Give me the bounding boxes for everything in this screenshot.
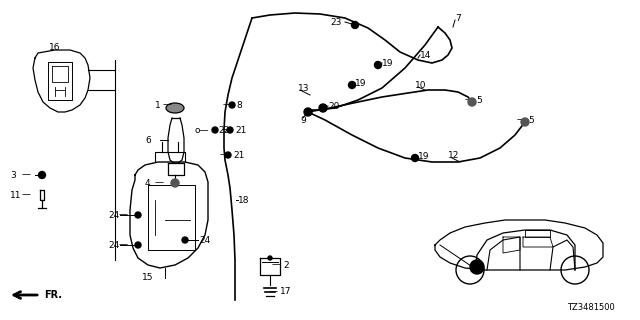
Text: —: — bbox=[163, 100, 172, 109]
Text: —: — bbox=[22, 171, 31, 180]
Text: 11: 11 bbox=[10, 190, 22, 199]
Circle shape bbox=[351, 21, 358, 28]
Circle shape bbox=[212, 127, 218, 133]
Text: 19: 19 bbox=[355, 78, 367, 87]
Text: 22: 22 bbox=[218, 125, 229, 134]
Text: 9: 9 bbox=[300, 116, 306, 124]
Text: 24: 24 bbox=[108, 211, 119, 220]
Text: —: — bbox=[272, 260, 281, 269]
Text: 8: 8 bbox=[236, 100, 242, 109]
Text: o—: o— bbox=[195, 125, 209, 134]
Text: —: — bbox=[517, 116, 526, 124]
Text: 16: 16 bbox=[49, 43, 61, 52]
Circle shape bbox=[470, 260, 484, 274]
Circle shape bbox=[38, 172, 45, 179]
Text: 18: 18 bbox=[238, 196, 250, 204]
Circle shape bbox=[304, 108, 312, 116]
Text: —: — bbox=[223, 100, 232, 109]
Text: 20: 20 bbox=[328, 101, 339, 110]
Text: 1: 1 bbox=[155, 100, 161, 109]
Circle shape bbox=[225, 152, 231, 158]
Text: —: — bbox=[465, 95, 474, 105]
Circle shape bbox=[135, 242, 141, 248]
Text: 4: 4 bbox=[145, 179, 150, 188]
Text: 10: 10 bbox=[415, 81, 426, 90]
Circle shape bbox=[229, 102, 235, 108]
Text: TZ3481500: TZ3481500 bbox=[567, 303, 615, 312]
Text: —: — bbox=[269, 287, 278, 297]
Circle shape bbox=[374, 61, 381, 68]
Circle shape bbox=[182, 237, 188, 243]
Text: 23: 23 bbox=[331, 18, 342, 27]
Text: —: — bbox=[155, 179, 164, 188]
Text: 6: 6 bbox=[145, 135, 151, 145]
Circle shape bbox=[521, 118, 529, 126]
Text: 15: 15 bbox=[142, 274, 154, 283]
Circle shape bbox=[171, 179, 179, 187]
Text: 13: 13 bbox=[298, 84, 310, 92]
Text: 5: 5 bbox=[528, 116, 534, 124]
Text: —: — bbox=[222, 125, 231, 134]
Text: 24: 24 bbox=[199, 236, 211, 244]
Text: —: — bbox=[119, 241, 128, 250]
Circle shape bbox=[268, 256, 272, 260]
Circle shape bbox=[349, 82, 355, 89]
Text: 2: 2 bbox=[283, 260, 289, 269]
Text: —: — bbox=[220, 150, 229, 159]
Text: 12: 12 bbox=[448, 150, 460, 159]
Text: 5: 5 bbox=[476, 95, 482, 105]
Text: 3: 3 bbox=[10, 171, 16, 180]
Circle shape bbox=[135, 212, 141, 218]
Text: 19: 19 bbox=[382, 59, 394, 68]
Text: —: — bbox=[119, 211, 128, 220]
Text: FR.: FR. bbox=[44, 290, 62, 300]
Text: 24: 24 bbox=[108, 241, 119, 250]
Text: 21: 21 bbox=[233, 150, 244, 159]
Text: 14: 14 bbox=[420, 51, 431, 60]
Text: 21: 21 bbox=[235, 125, 246, 134]
Text: 19: 19 bbox=[418, 151, 429, 161]
Text: 17: 17 bbox=[280, 287, 291, 297]
Circle shape bbox=[412, 155, 419, 162]
Ellipse shape bbox=[166, 103, 184, 113]
Text: —: — bbox=[22, 190, 31, 199]
Circle shape bbox=[319, 104, 327, 112]
Circle shape bbox=[227, 127, 233, 133]
Circle shape bbox=[468, 98, 476, 106]
Text: 7: 7 bbox=[455, 13, 461, 22]
